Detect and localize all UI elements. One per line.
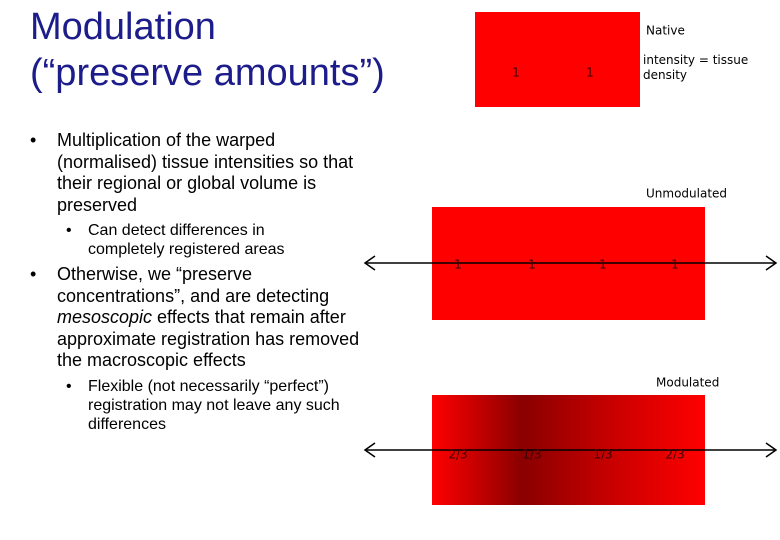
bullet-marker: • — [30, 264, 37, 284]
title-line: (“preserve amounts”) — [30, 52, 385, 94]
value-label: 1 — [454, 258, 462, 272]
bullet-marker: • — [66, 222, 72, 239]
sub-bullet: Flexible (not necessarily “perfect”) reg… — [88, 378, 340, 433]
value-label: 1 — [512, 66, 520, 80]
arrow — [363, 255, 778, 271]
emphasis: mesoscopic — [57, 307, 153, 327]
bullet-marker: • — [66, 378, 72, 395]
diagram-label: Modulated — [656, 376, 719, 390]
bullet-marker: • — [30, 130, 37, 150]
diagram-note: intensity = tissue density — [643, 53, 749, 82]
slide-title: Modulation (“preserve amounts”) — [30, 4, 385, 96]
value-label: 1 — [528, 258, 536, 272]
value-label: 1/3 — [593, 448, 612, 462]
value-label: 2/3 — [448, 448, 467, 462]
bullet: Otherwise, we “preserve concentrations”,… — [57, 264, 365, 372]
sub-bullet: Can detect differences in completely reg… — [88, 222, 285, 258]
text: effects that remain after approximate re… — [57, 307, 360, 370]
value-label: 1 — [599, 258, 607, 272]
value-label: 2/3 — [665, 448, 684, 462]
title-line: Modulation — [30, 6, 216, 48]
value-label: 1 — [671, 258, 679, 272]
diagram-label: Unmodulated — [646, 187, 727, 201]
value-label: 1 — [586, 66, 594, 80]
value-label: 1/3 — [522, 448, 541, 462]
native-box — [475, 12, 640, 107]
text: Otherwise, we “preserve concentrations”,… — [57, 264, 330, 306]
note-box: intensity = tissue density — [643, 53, 749, 82]
diagram-label: Native — [646, 24, 685, 38]
bullet: Multiplication of the warped (normalised… — [57, 130, 354, 215]
arrow — [363, 442, 778, 458]
